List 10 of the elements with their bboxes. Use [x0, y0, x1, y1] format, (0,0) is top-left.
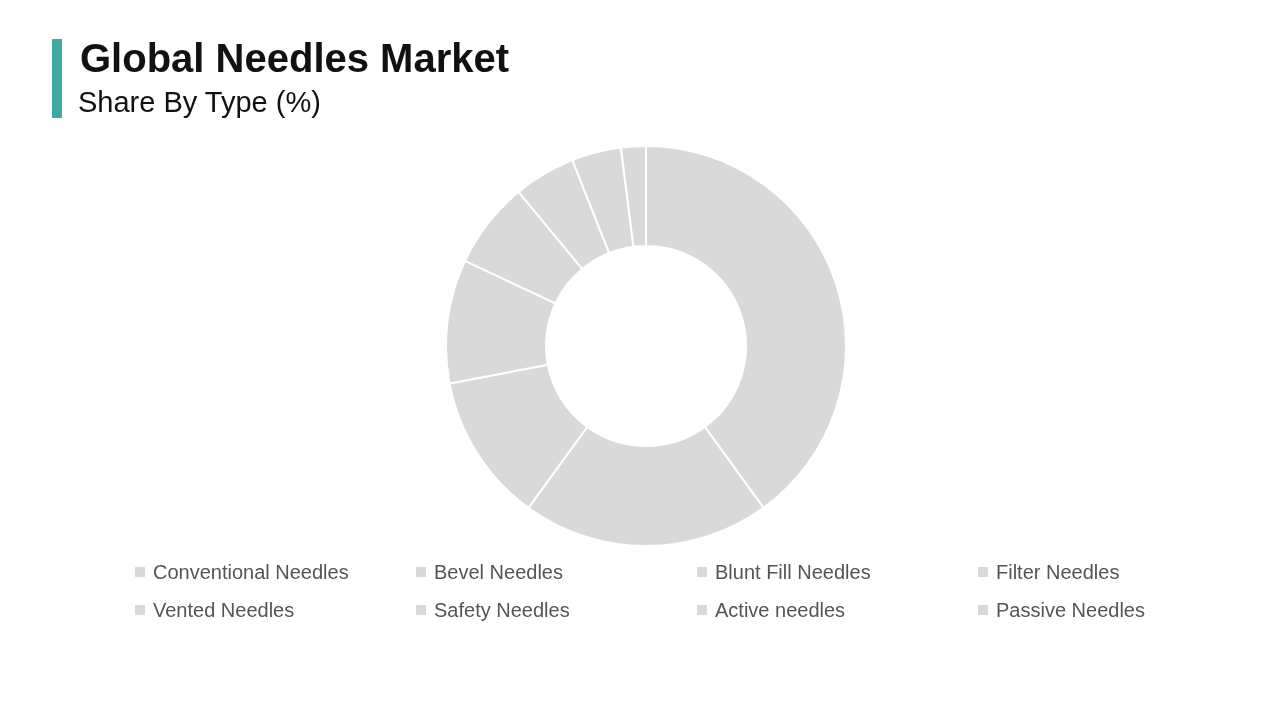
chart-subtitle: Share By Type (%): [78, 86, 321, 119]
legend-label: Filter Needles: [996, 560, 1120, 584]
legend-label: Conventional Needles: [153, 560, 349, 584]
legend-label: Blunt Fill Needles: [715, 560, 871, 584]
legend-label: Vented Needles: [153, 598, 295, 622]
legend-label: Active needles: [715, 598, 846, 622]
legend-label: Safety Needles: [434, 598, 570, 622]
legend-label: Passive Needles: [996, 598, 1145, 622]
chart-title: Global Needles Market: [80, 36, 510, 81]
legend-label: Bevel Needles: [434, 560, 563, 584]
